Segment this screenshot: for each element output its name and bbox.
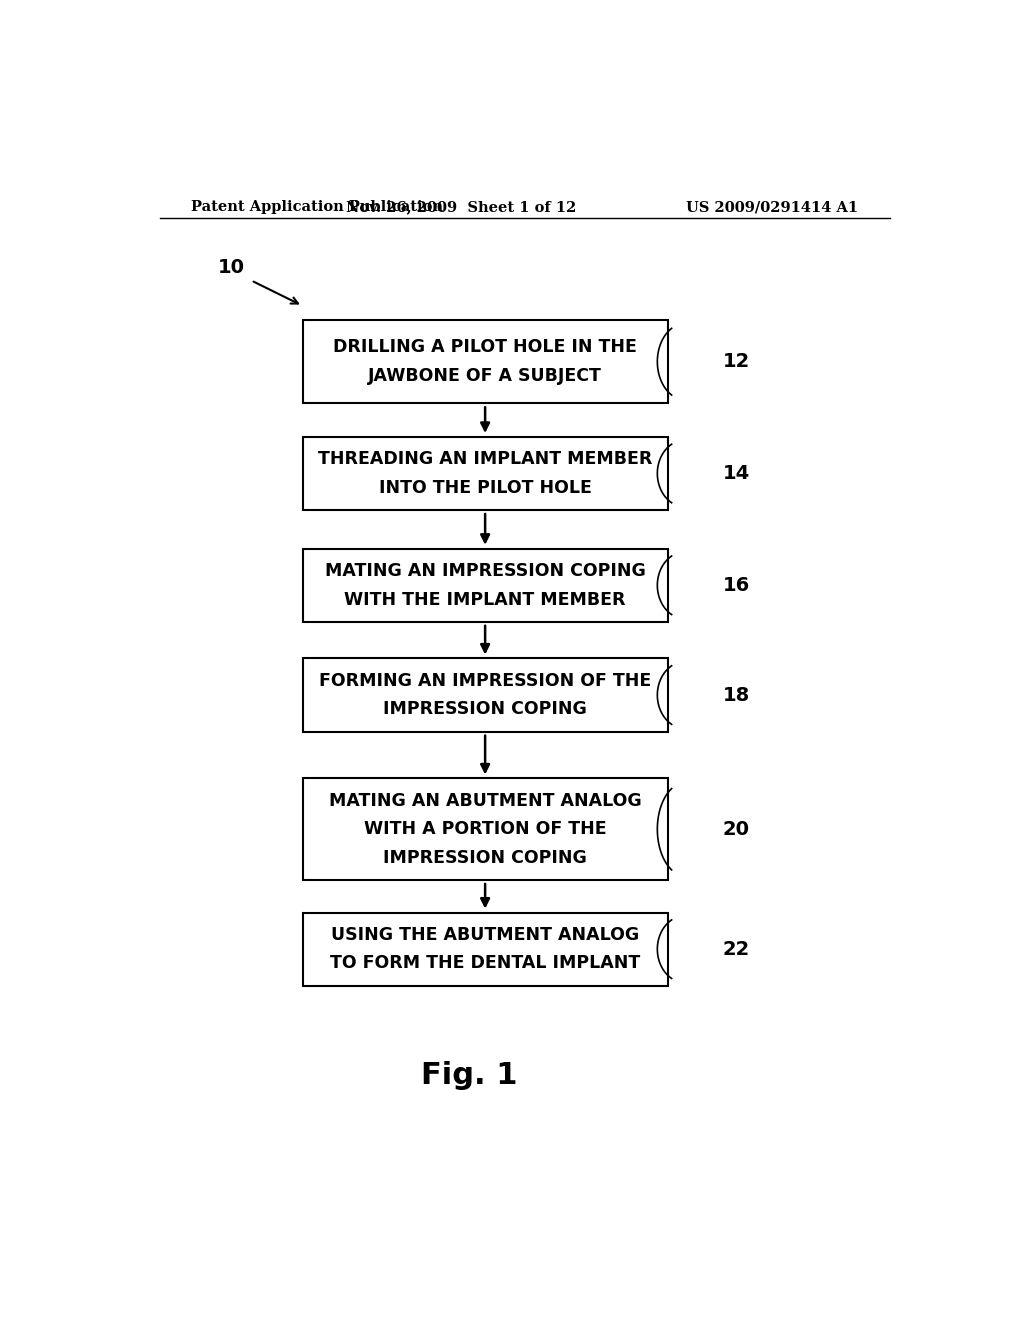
FancyBboxPatch shape [303, 779, 668, 880]
Text: 14: 14 [722, 465, 750, 483]
Text: 22: 22 [722, 940, 750, 958]
Text: FORMING AN IMPRESSION OF THE: FORMING AN IMPRESSION OF THE [319, 672, 651, 690]
Text: 20: 20 [722, 820, 750, 838]
Text: US 2009/0291414 A1: US 2009/0291414 A1 [686, 201, 858, 214]
Text: TO FORM THE DENTAL IMPLANT: TO FORM THE DENTAL IMPLANT [330, 954, 640, 973]
FancyBboxPatch shape [303, 437, 668, 510]
Text: MATING AN IMPRESSION COPING: MATING AN IMPRESSION COPING [325, 562, 645, 579]
Text: 12: 12 [722, 352, 750, 371]
FancyBboxPatch shape [303, 659, 668, 731]
Text: IMPRESSION COPING: IMPRESSION COPING [383, 701, 587, 718]
FancyBboxPatch shape [303, 549, 668, 622]
Text: MATING AN ABUTMENT ANALOG: MATING AN ABUTMENT ANALOG [329, 792, 641, 809]
Text: 16: 16 [722, 576, 750, 595]
Text: Nov. 26, 2009  Sheet 1 of 12: Nov. 26, 2009 Sheet 1 of 12 [346, 201, 577, 214]
Text: INTO THE PILOT HOLE: INTO THE PILOT HOLE [379, 479, 592, 496]
Text: WITH THE IMPLANT MEMBER: WITH THE IMPLANT MEMBER [344, 590, 626, 609]
Text: IMPRESSION COPING: IMPRESSION COPING [383, 849, 587, 867]
FancyBboxPatch shape [303, 912, 668, 986]
Text: 10: 10 [218, 257, 245, 277]
Text: Patent Application Publication: Patent Application Publication [191, 201, 443, 214]
Text: Fig. 1: Fig. 1 [421, 1061, 517, 1090]
Text: DRILLING A PILOT HOLE IN THE: DRILLING A PILOT HOLE IN THE [333, 338, 637, 356]
Text: THREADING AN IMPLANT MEMBER: THREADING AN IMPLANT MEMBER [317, 450, 652, 469]
Text: USING THE ABUTMENT ANALOG: USING THE ABUTMENT ANALOG [331, 925, 639, 944]
FancyBboxPatch shape [303, 319, 668, 404]
Text: WITH A PORTION OF THE: WITH A PORTION OF THE [364, 820, 606, 838]
Text: 18: 18 [722, 685, 750, 705]
Text: JAWBONE OF A SUBJECT: JAWBONE OF A SUBJECT [369, 367, 602, 385]
